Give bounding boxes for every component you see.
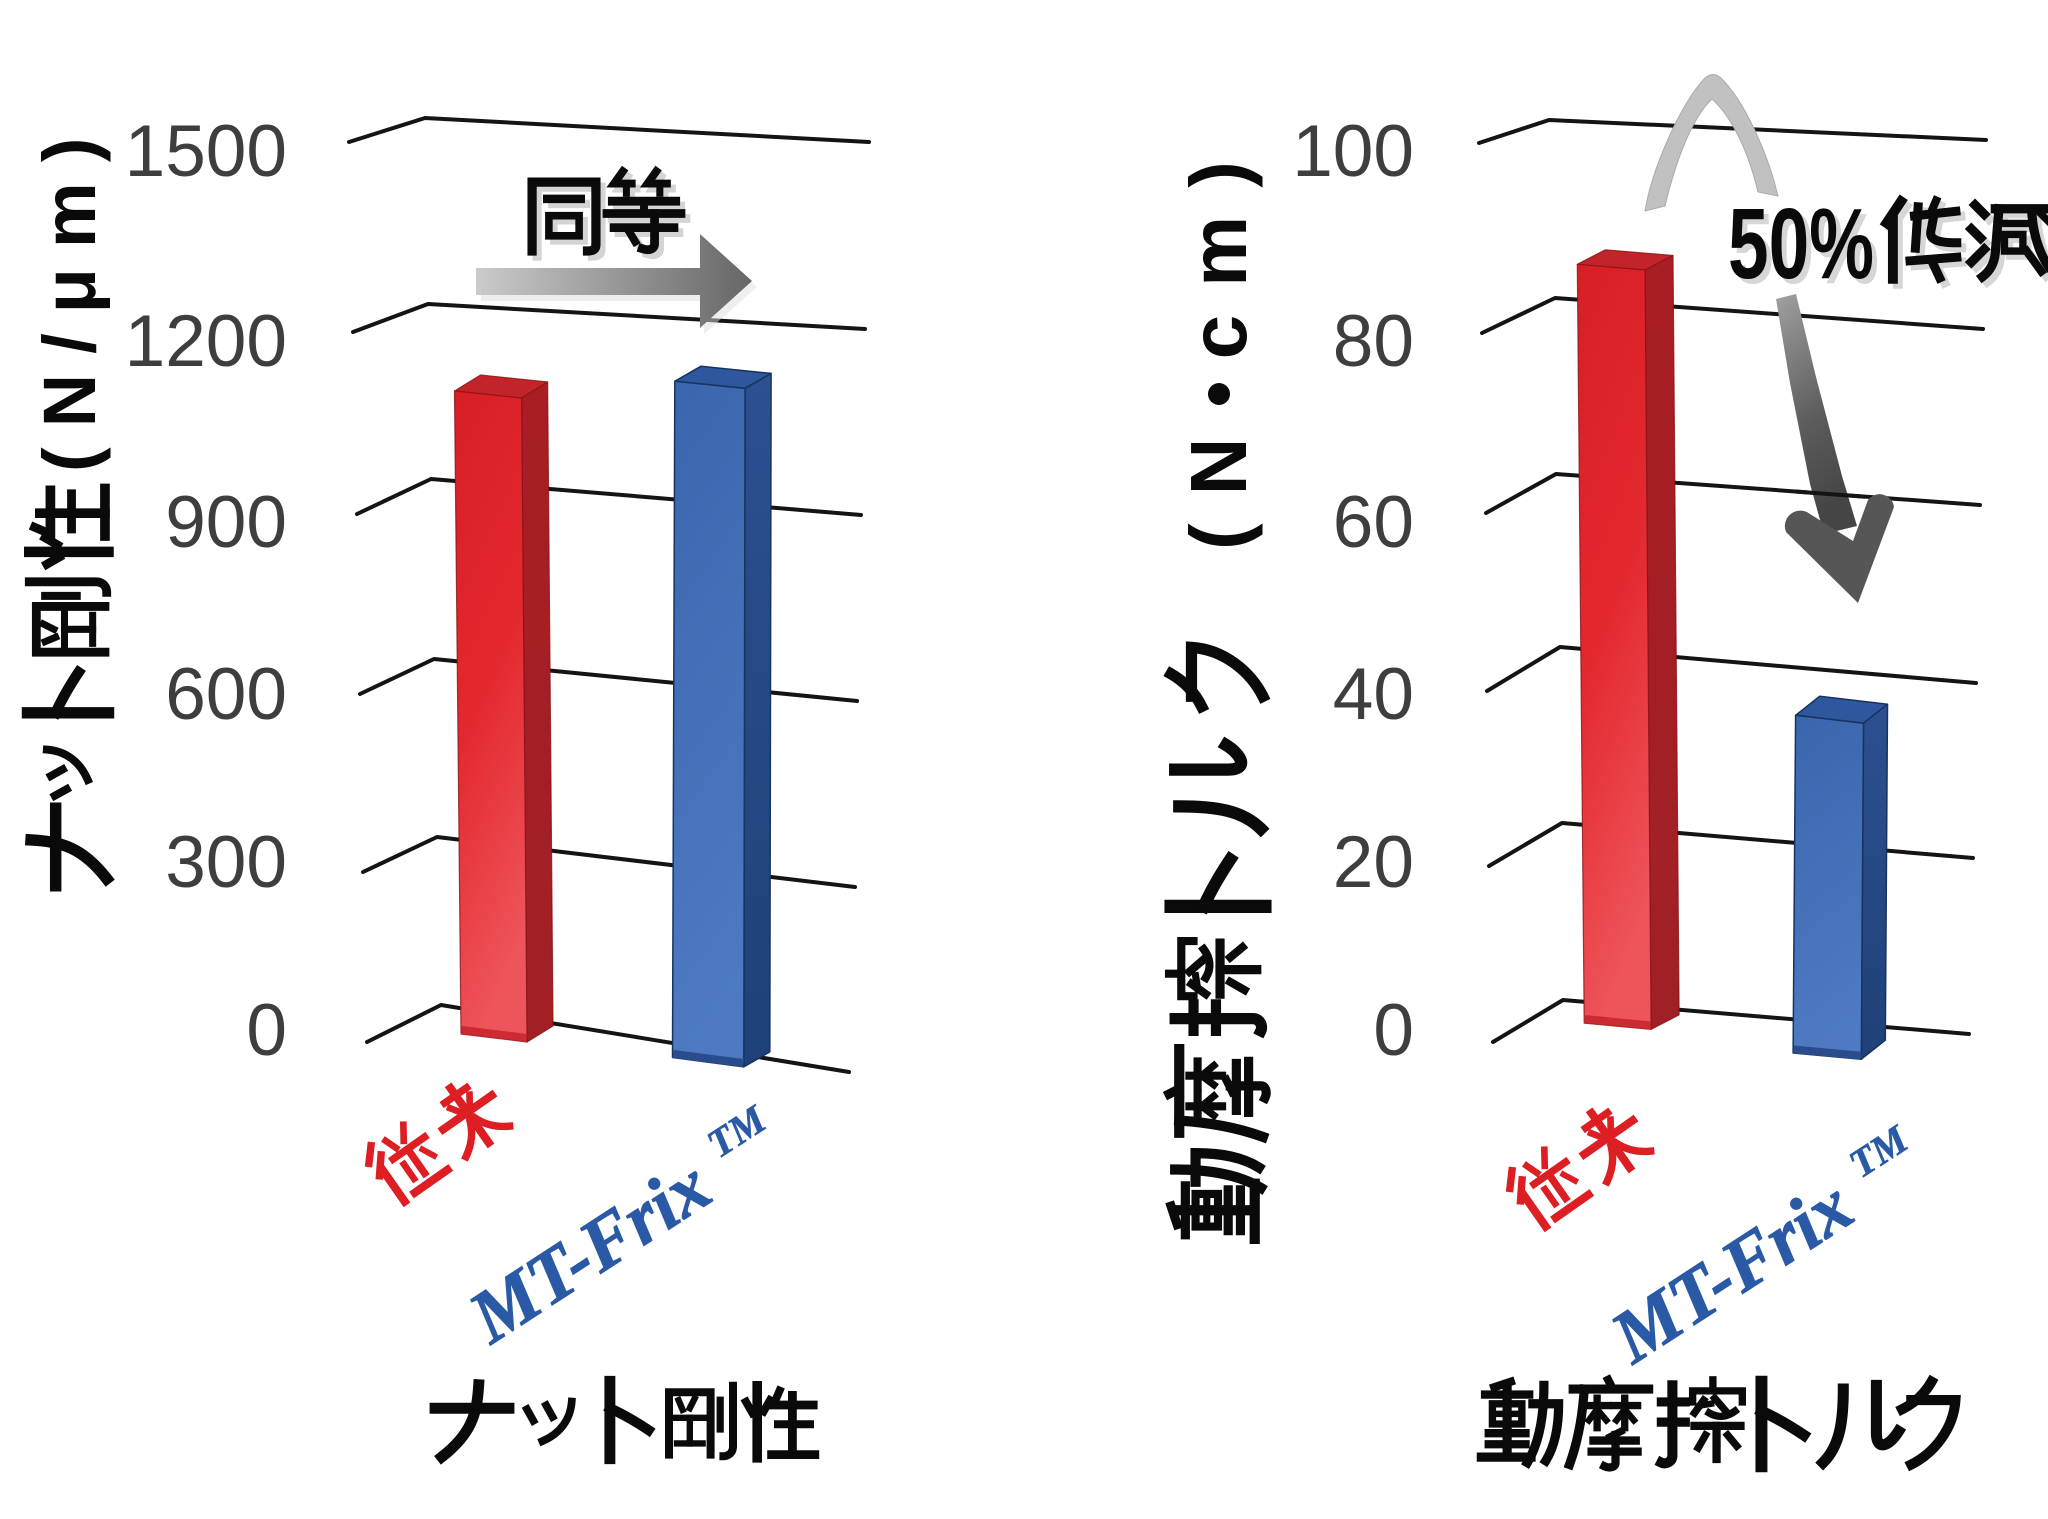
svg-text:600: 600 [165,654,287,735]
svg-text:300: 300 [165,822,287,903]
svg-text:40: 40 [1333,654,1414,735]
svg-text:60: 60 [1333,482,1414,563]
svg-text:20: 20 [1333,822,1414,903]
svg-text:80: 80 [1333,301,1414,382]
svg-text:50%: 50% [1733,193,1879,305]
svg-text:900: 900 [165,482,287,563]
svg-text:1500: 1500 [125,111,287,192]
svg-text:100: 100 [1292,111,1414,192]
svg-text:0: 0 [1373,990,1414,1071]
svg-text:(N/μm): (N/μm) [28,118,111,472]
svg-text:(N cm): (N cm) [1174,133,1263,550]
svg-text:1200: 1200 [125,301,287,382]
svg-text:50%: 50% [1728,188,1874,300]
svg-text:0: 0 [246,990,287,1071]
